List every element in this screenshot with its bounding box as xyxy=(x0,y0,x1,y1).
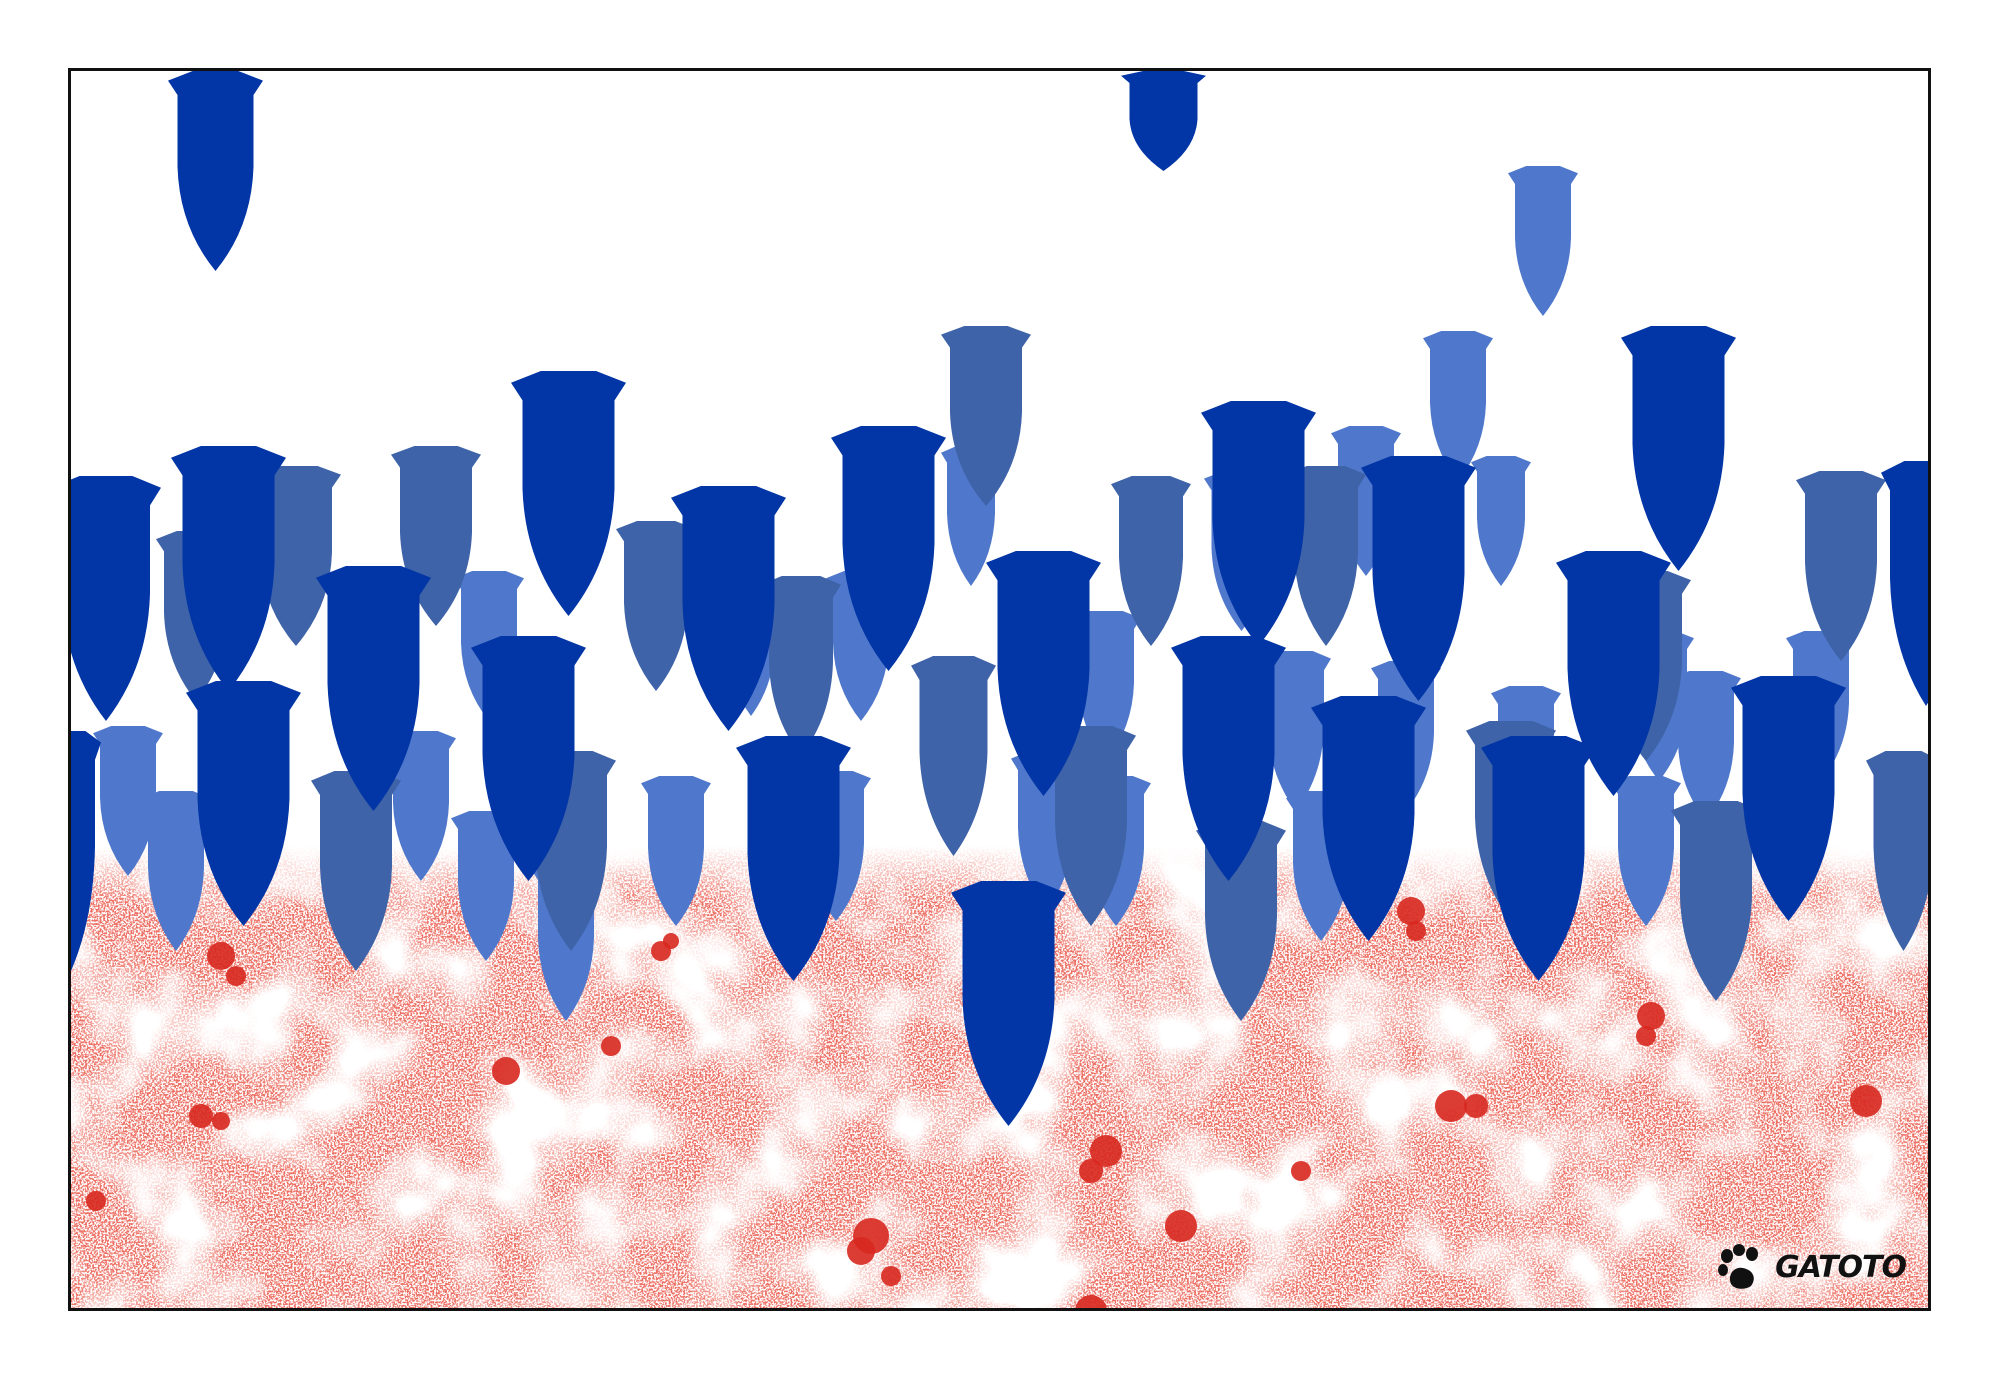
bomb-shape xyxy=(1196,821,1286,1021)
blood-splatter xyxy=(212,1112,230,1130)
bomb-shape xyxy=(171,446,286,691)
bomb-shape xyxy=(986,551,1101,796)
blood-splatter xyxy=(847,1237,875,1265)
blood-splatter xyxy=(86,1191,106,1211)
bomb-shape xyxy=(1481,736,1596,981)
bomb-shape xyxy=(761,576,841,756)
bomb-shape xyxy=(1796,471,1886,661)
falling-bombs xyxy=(71,71,1928,1126)
bomb-shape xyxy=(471,636,586,881)
bomb-shape xyxy=(71,476,161,721)
bomb-shape xyxy=(1171,636,1286,881)
bomb-shape xyxy=(1111,476,1191,646)
blood-splatter xyxy=(1090,1135,1122,1167)
blood-splatter xyxy=(1291,1161,1311,1181)
blood-splatter xyxy=(1079,1159,1103,1183)
bomb-shape xyxy=(671,486,786,731)
cartoon-illustration xyxy=(71,71,1928,1308)
bomb-shape xyxy=(316,566,431,811)
artist-signature: GATOTO xyxy=(1717,1244,1907,1290)
blood-splatter xyxy=(1075,1295,1107,1308)
bomb-shape xyxy=(831,426,946,671)
blood-splatter xyxy=(1165,1210,1197,1242)
blood-splatter xyxy=(492,1057,520,1085)
blood-splatter xyxy=(207,942,235,970)
blood-splatter xyxy=(189,1104,213,1128)
blood-splatter xyxy=(1464,1094,1488,1118)
bomb-shape xyxy=(1611,776,1681,926)
bomb-shape xyxy=(511,371,626,616)
bomb-shape xyxy=(736,736,851,981)
bomb-shape xyxy=(71,731,101,971)
bomb-shape xyxy=(1866,751,1928,951)
cartoon-panel: GATOTO xyxy=(68,68,1931,1311)
bomb-shape xyxy=(451,811,521,961)
bomb-shape xyxy=(1671,801,1761,1001)
bomb-shape xyxy=(1471,456,1531,586)
bomb-shape xyxy=(1621,326,1736,571)
bomb-shape xyxy=(1361,456,1476,701)
blood-splatter xyxy=(663,933,679,949)
bomb-shape xyxy=(941,326,1031,506)
bomb-shape xyxy=(1423,331,1493,481)
blood-splatters xyxy=(86,897,1882,1308)
bomb-shape xyxy=(641,776,711,926)
bomb-shape xyxy=(1201,401,1316,646)
bomb-shape xyxy=(141,791,211,951)
blood-splatter xyxy=(226,966,246,986)
blood-splatter xyxy=(1637,1002,1665,1030)
bomb-shape xyxy=(1731,676,1846,921)
bomb-shape xyxy=(911,656,996,856)
blood-splatter xyxy=(1636,1026,1656,1046)
signature-text: GATOTO xyxy=(1775,1249,1907,1285)
bomb-shape xyxy=(311,771,401,971)
bomb-shape xyxy=(951,881,1066,1126)
bomb-shape xyxy=(386,731,456,881)
bomb-shape xyxy=(1286,466,1366,646)
paw-print-icon xyxy=(1718,1244,1759,1289)
bomb-shape xyxy=(1046,726,1136,926)
blood-splatter xyxy=(1406,921,1426,941)
bomb-shape xyxy=(1261,651,1331,811)
bomb-shape xyxy=(168,71,263,271)
blood-splatter xyxy=(1850,1085,1882,1117)
bomb-shape xyxy=(186,681,301,926)
bomb-shape xyxy=(1311,696,1426,941)
bomb-shape xyxy=(616,521,696,691)
blood-splatter xyxy=(1397,897,1425,925)
bomb-shape xyxy=(1121,71,1206,171)
bomb-shape xyxy=(1508,166,1578,316)
bomb-shape xyxy=(1671,671,1741,821)
blood-splatter xyxy=(1435,1090,1467,1122)
bomb-shape xyxy=(1556,551,1671,796)
blood-splatter xyxy=(881,1266,901,1286)
bomb-shape xyxy=(1881,461,1928,706)
bomb-shape xyxy=(93,726,163,876)
blood-splatter xyxy=(601,1036,621,1056)
